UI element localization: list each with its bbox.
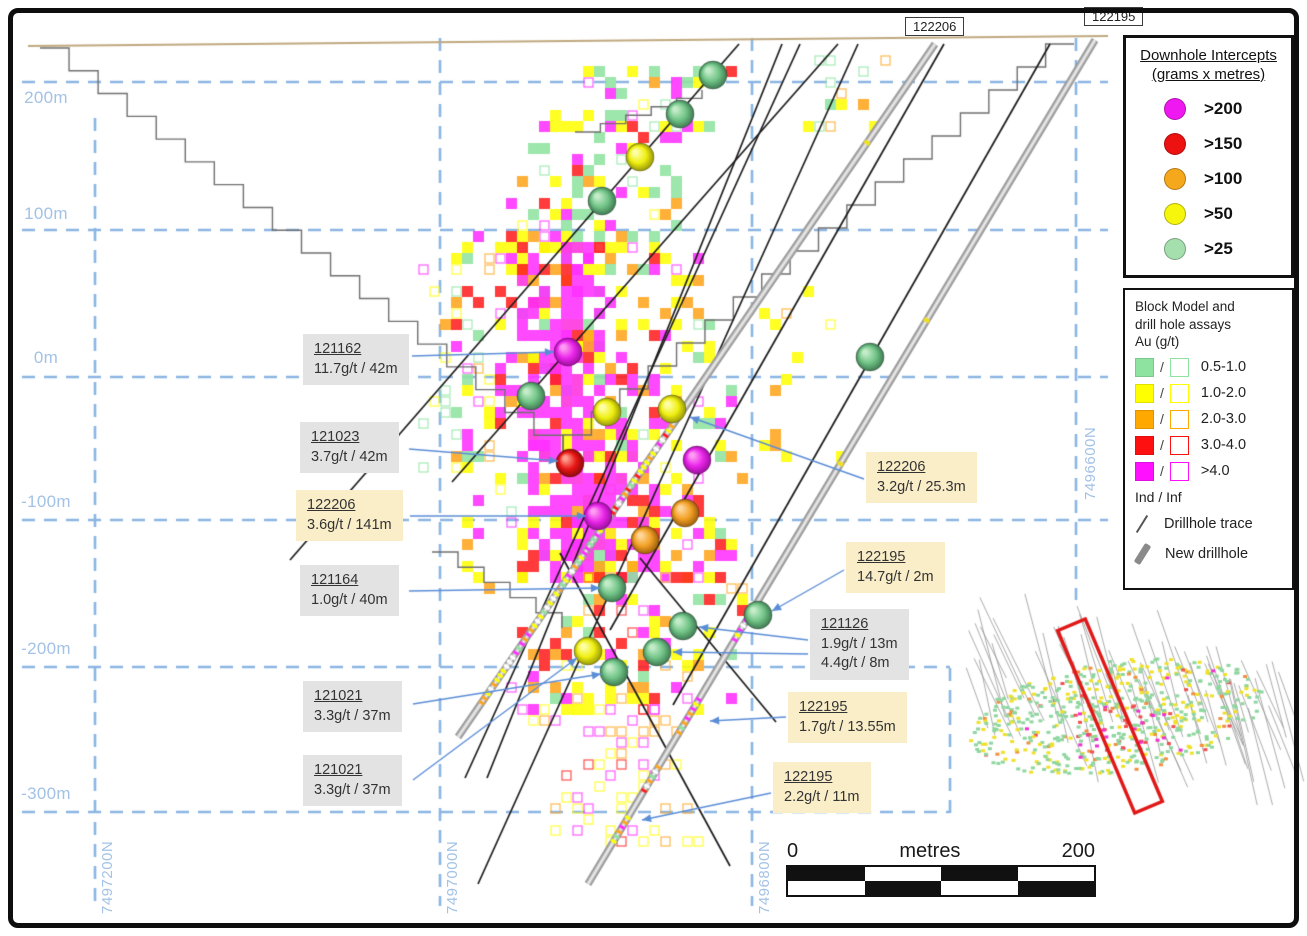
drillhole-trace-icon xyxy=(1135,514,1149,533)
callout-intercept: 3.2g/t / 25.3m xyxy=(877,478,966,495)
block-outline-magenta-icon xyxy=(1169,461,1189,481)
block-filled-yellow-icon xyxy=(1135,383,1154,403)
block-filled-orange-icon xyxy=(1135,409,1154,429)
legend-grade-row-3.0-4.0: / 3.0-4.0 xyxy=(1135,435,1292,455)
callout-intercept: 11.7g/t / 42m xyxy=(314,360,398,377)
callout-hole-id: 122206 xyxy=(307,497,356,513)
block-filled-green-icon xyxy=(1135,357,1154,377)
callout-hole-id: 121021 xyxy=(314,762,363,778)
legend-grade-row-0.5-1.0: / 0.5-1.0 xyxy=(1135,357,1292,377)
callout-121021-lower: 121021 3.3g/t / 37m xyxy=(303,755,402,807)
intercept-dot-yellow-icon xyxy=(1164,202,1186,225)
scale-bar-checker xyxy=(786,865,1096,897)
callout-hole-id: 122195 xyxy=(799,699,848,715)
intercept-dot-red-icon xyxy=(1164,132,1186,155)
callout-hole-id: 122195 xyxy=(857,549,906,565)
callout-122195-17: 122195 1.7g/t / 13.55m xyxy=(788,692,907,744)
collar-label-122195: 122195 xyxy=(1084,7,1144,26)
block-outline-green-icon xyxy=(1169,357,1189,377)
northing-label-7497000N: 7497000N xyxy=(444,840,461,914)
legend-downhole-intercepts: Downhole Intercepts (grams x metres) >20… xyxy=(1123,35,1294,278)
scale-bar: 0 metres 200 xyxy=(786,840,1096,897)
callout-intercept: 14.7g/t / 2m xyxy=(857,568,934,585)
legend-item-gt150: >150 xyxy=(1164,132,1291,155)
northing-label-7496800N: 7496800N xyxy=(756,840,773,914)
legend-grade-row-1.0-2.0: / 1.0-2.0 xyxy=(1135,383,1292,403)
scale-max-label: 200 xyxy=(1061,840,1095,862)
scale-bar-labels: 0 metres 200 xyxy=(786,840,1096,863)
legend-item-gt100: >100 xyxy=(1164,167,1291,190)
callout-hole-id: 121021 xyxy=(314,688,363,704)
block-filled-red-icon xyxy=(1135,435,1154,455)
block-outline-orange-icon xyxy=(1169,409,1189,429)
intercept-dot-green-icon xyxy=(1164,237,1186,260)
elevation-label--300m: -300m xyxy=(21,784,71,803)
callout-hole-id: 122206 xyxy=(877,459,926,475)
callout-122195-22: 122195 2.2g/t / 11m xyxy=(773,762,871,814)
callout-122206-right: 122206 3.2g/t / 25.3m xyxy=(866,452,977,504)
new-drillhole-icon xyxy=(1133,542,1152,565)
collar-label-122206: 122206 xyxy=(905,17,965,36)
callout-122206-left: 122206 3.6g/t / 141m xyxy=(296,490,403,542)
callout-intercept: 2.2g/t / 11m xyxy=(784,788,860,805)
elevation-label-200m: 200m xyxy=(24,88,68,107)
legend-blockmodel-title: Block Model and drill hole assays Au (g/… xyxy=(1135,299,1235,350)
legend-grade-row-2.0-3.0: / 2.0-3.0 xyxy=(1135,409,1292,429)
callout-hole-id: 121162 xyxy=(314,341,362,357)
callout-intercept: 3.3g/t / 37m xyxy=(314,707,391,724)
northing-label-7497200N: 7497200N xyxy=(99,840,116,914)
intercept-dot-magenta-icon xyxy=(1164,97,1186,120)
callout-hole-id: 121023 xyxy=(311,429,360,445)
callout-121021-upper: 121021 3.3g/t / 37m xyxy=(303,681,402,733)
legend-drillhole-trace-row: Drillhole trace xyxy=(1135,514,1292,534)
intercept-dot-orange-icon xyxy=(1164,167,1186,190)
block-outline-yellow-icon xyxy=(1169,383,1189,403)
callout-intercept: 3.7g/t / 42m xyxy=(311,448,388,465)
elevation-label-100m: 100m xyxy=(24,204,68,223)
callout-hole-id: 121126 xyxy=(821,616,869,632)
callout-intercept: 3.6g/t / 141m xyxy=(307,516,392,533)
callout-hole-id: 121164 xyxy=(311,572,359,588)
callout-intercept: 1.9g/t / 13m xyxy=(821,635,898,652)
callout-121162: 121162 11.7g/t / 42m xyxy=(303,334,409,386)
legend-block-model: Block Model and drill hole assays Au (g/… xyxy=(1123,288,1294,590)
northing-label-7496600N: 7496600N xyxy=(1082,426,1099,500)
callout-121023: 121023 3.7g/t / 42m xyxy=(300,422,399,474)
legend-new-drillhole-row: New drillhole xyxy=(1133,542,1292,565)
callout-intercept: 1.7g/t / 13.55m xyxy=(799,718,896,735)
scale-zero-label: 0 xyxy=(787,840,799,862)
callout-intercept: 1.0g/t / 40m xyxy=(311,591,388,608)
callout-intercept: 3.3g/t / 37m xyxy=(314,781,391,798)
legend-ind-inf-label: Ind / Inf xyxy=(1135,488,1182,505)
callout-122195-147: 122195 14.7g/t / 2m xyxy=(846,542,945,594)
callout-intercept: 4.4g/t / 8m xyxy=(821,655,890,672)
legend-item-gt25: >25 xyxy=(1164,237,1291,260)
callout-121126: 121126 1.9g/t / 13m 4.4g/t / 8m xyxy=(810,609,909,680)
elevation-label--100m: -100m xyxy=(21,492,71,511)
block-filled-magenta-icon xyxy=(1135,461,1154,481)
legend-grade-row-gt4: / >4.0 xyxy=(1135,461,1292,481)
legend-intercepts-title: Downhole Intercepts (grams x metres) xyxy=(1140,47,1277,83)
elevation-label-0m: 0m xyxy=(33,348,59,367)
legend-item-gt200: >200 xyxy=(1164,97,1291,120)
callout-121164: 121164 1.0g/t / 40m xyxy=(300,565,399,617)
legend-item-gt50: >50 xyxy=(1164,202,1291,225)
elevation-label--200m: -200m xyxy=(21,639,71,658)
scale-units-label: metres xyxy=(899,840,961,862)
block-outline-red-icon xyxy=(1169,435,1189,455)
callout-hole-id: 122195 xyxy=(784,769,833,785)
